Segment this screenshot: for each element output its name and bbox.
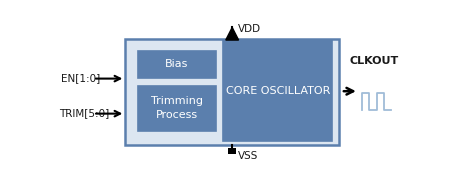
FancyBboxPatch shape bbox=[137, 86, 216, 131]
Polygon shape bbox=[225, 27, 238, 40]
Text: CORE OSCILLATOR: CORE OSCILLATOR bbox=[225, 86, 329, 96]
FancyBboxPatch shape bbox=[125, 39, 338, 145]
FancyBboxPatch shape bbox=[228, 148, 235, 154]
Text: VSS: VSS bbox=[237, 151, 257, 161]
Text: Bias: Bias bbox=[165, 59, 188, 69]
Text: CLKOUT: CLKOUT bbox=[349, 56, 398, 66]
FancyBboxPatch shape bbox=[223, 40, 331, 141]
Text: TRIM[5:0]: TRIM[5:0] bbox=[59, 108, 109, 118]
Text: VDD: VDD bbox=[237, 24, 260, 34]
FancyBboxPatch shape bbox=[137, 51, 216, 78]
Text: EN[1:0]: EN[1:0] bbox=[61, 73, 100, 83]
Text: Trimming
Process: Trimming Process bbox=[151, 96, 202, 120]
